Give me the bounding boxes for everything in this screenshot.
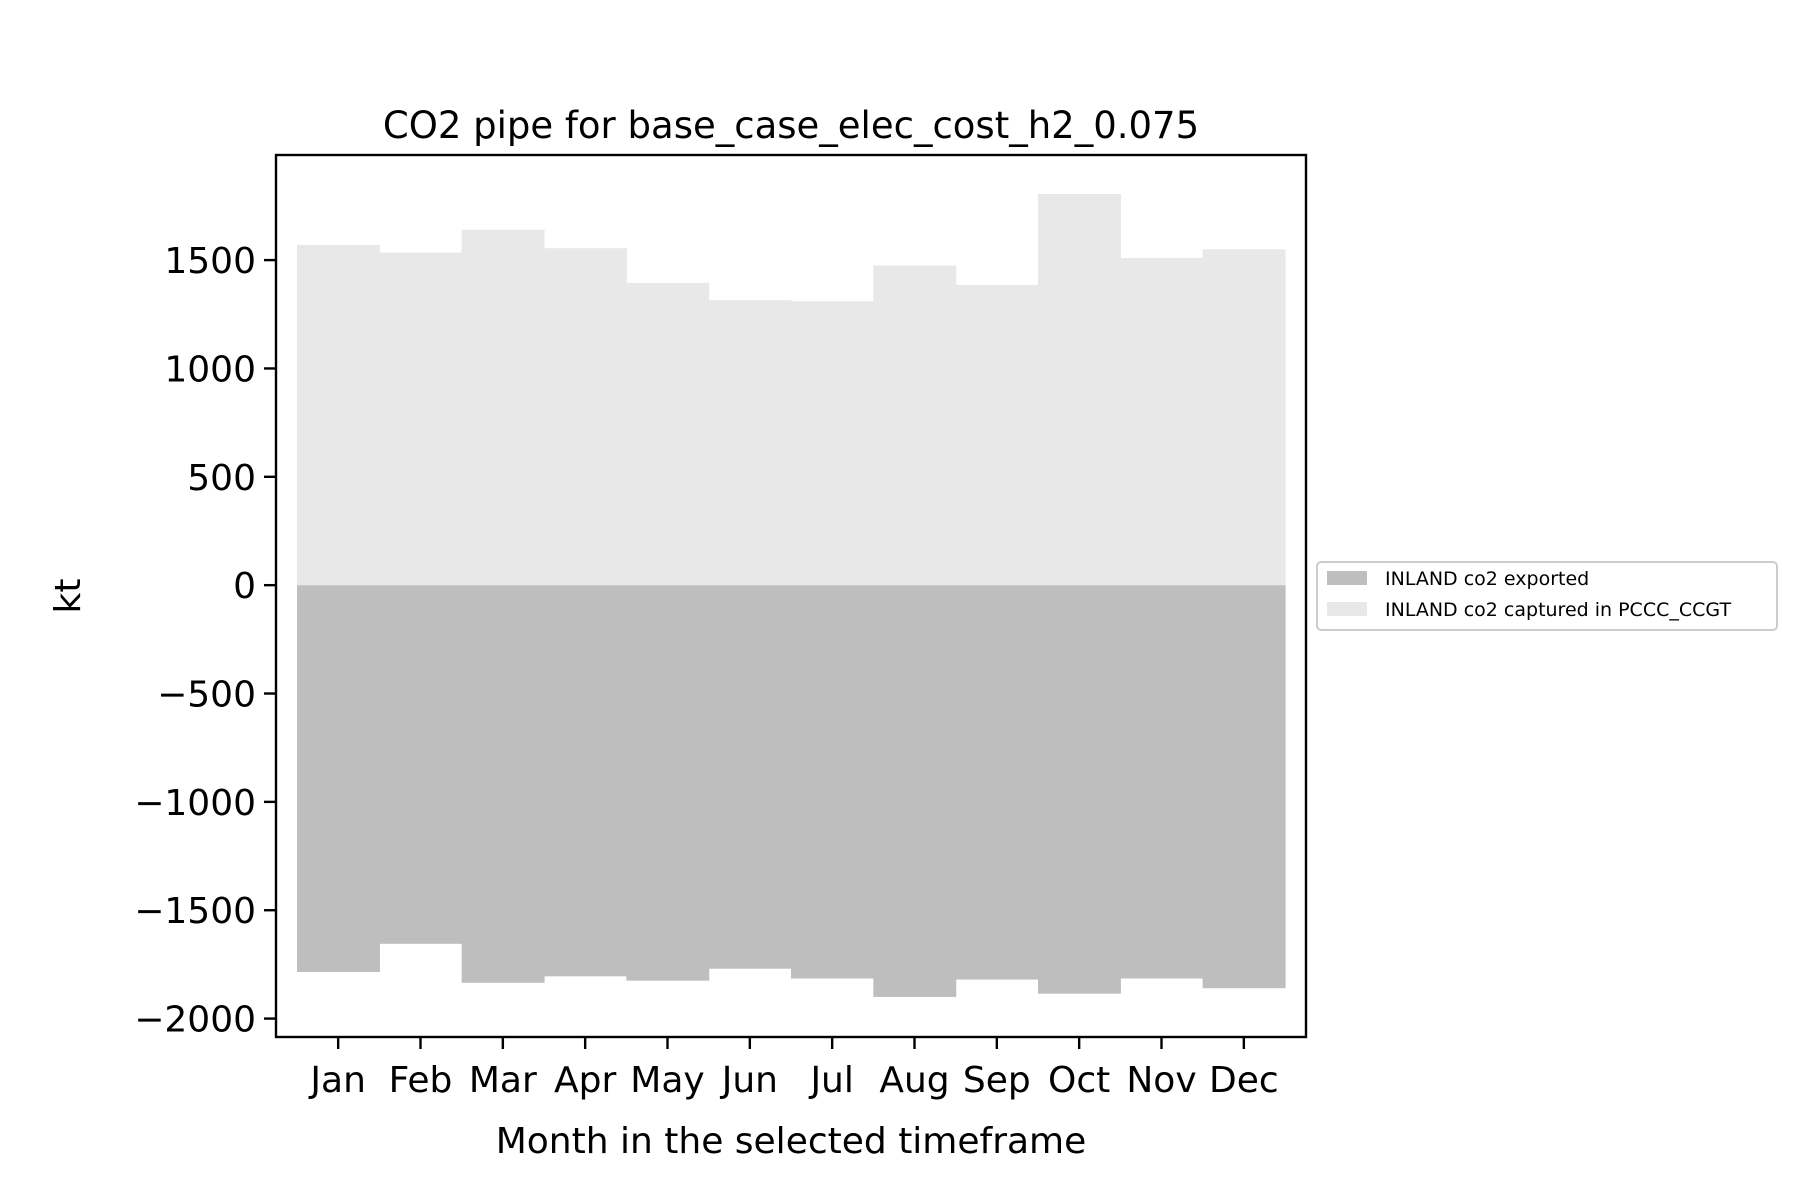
captured-step-jul [791,301,874,586]
legend-label-captured: INLAND co2 captured in PCCC_CCGT [1385,599,1731,621]
y-tick-label: 0 [233,566,256,607]
exported-step-jan [297,585,380,972]
exported-step-aug [873,585,957,997]
captured-step-feb [379,252,463,586]
exported-step-nov [1120,585,1204,979]
exported-step-may [626,585,710,981]
x-tick-label-jun: Jun [720,1060,778,1101]
exported-step-feb [379,585,463,944]
y-tick-label: −1000 [134,783,256,824]
y-tick-label: −500 [157,675,256,716]
legend-frame [1316,561,1778,631]
x-tick-label-may: May [630,1060,704,1101]
exported-step-dec [1202,585,1286,989]
exported-step-mar [461,585,545,983]
x-axis: Jan Feb Mar Apr May Jun Jul Aug Sep Oct Nov Dec [308,1037,1279,1101]
captured-step-mar [461,229,545,586]
captured-step-aug [873,265,957,586]
y-tick-label: 500 [187,458,256,499]
y-axis: 1500 1000 500 0 −500 −1000 −1500 −2000 [134,241,276,1041]
x-tick-label-aug: Aug [879,1060,949,1101]
plot-frame [274,153,1308,1039]
y-tick-label: 1500 [164,241,256,282]
x-tick-label-nov: Nov [1126,1060,1196,1101]
x-tick-label-mar: Mar [469,1060,537,1101]
y-tick-label: −2000 [134,1000,256,1041]
exported-step-apr [544,585,627,977]
x-tick-label-jan: Jan [308,1060,366,1101]
area-series-group [297,194,1286,997]
chart-title: CO2 pipe for base_case_elec_cost_h2_0.07… [383,104,1199,147]
y-tick-label: 1000 [164,349,256,390]
captured-step-apr [544,248,627,586]
y-tick-label: −1500 [134,891,256,932]
captured-step-sep [955,285,1039,586]
captured-step-may [626,282,710,586]
captured-step-jan [297,244,380,586]
x-tick-label-feb: Feb [389,1060,453,1101]
exported-step-oct [1038,585,1121,994]
x-tick-label-apr: Apr [554,1060,616,1101]
x-tick-label-jul: Jul [808,1060,853,1101]
legend: INLAND co2 exported INLAND co2 captured … [1316,561,1778,631]
exported-step-sep [955,585,1039,980]
x-tick-label-oct: Oct [1048,1060,1110,1101]
legend-label-exported: INLAND co2 exported [1385,568,1589,590]
x-tick-label-sep: Sep [963,1060,1031,1101]
legend-swatch-exported [1327,571,1367,585]
exported-step-jul [791,585,874,979]
captured-step-nov [1120,257,1204,586]
exported-step-jun [708,585,792,969]
captured-step-jun [708,300,792,586]
x-tick-label-dec: Dec [1209,1060,1279,1101]
x-axis-title: Month in the selected timeframe [496,1121,1087,1162]
legend-swatch-captured [1327,602,1367,616]
captured-step-oct [1038,194,1121,586]
y-axis-title: kt [48,579,89,614]
captured-step-dec [1202,249,1286,586]
